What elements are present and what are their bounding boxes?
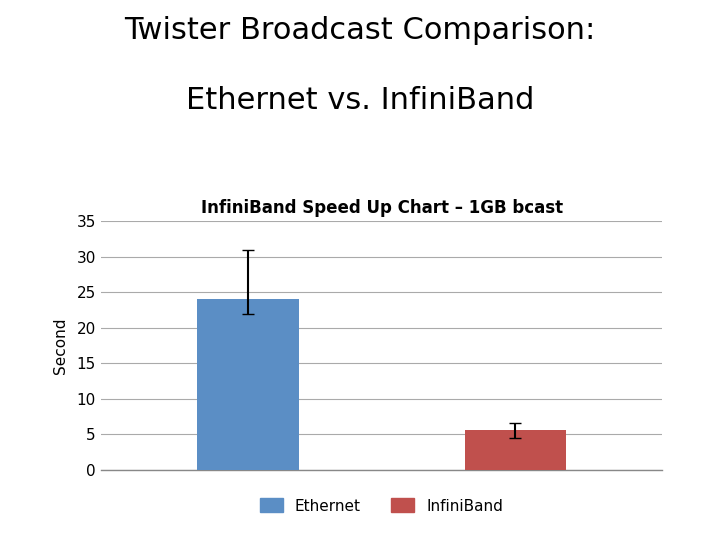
Bar	[464, 430, 566, 470]
Title: InfiniBand Speed Up Chart – 1GB bcast: InfiniBand Speed Up Chart – 1GB bcast	[201, 199, 562, 217]
Y-axis label: Second: Second	[53, 318, 68, 374]
Legend: Ethernet, InfiniBand: Ethernet, InfiniBand	[253, 492, 510, 519]
Bar	[197, 300, 299, 470]
Text: Twister Broadcast Comparison:: Twister Broadcast Comparison:	[125, 16, 595, 45]
Text: Ethernet vs. InfiniBand: Ethernet vs. InfiniBand	[186, 86, 534, 116]
